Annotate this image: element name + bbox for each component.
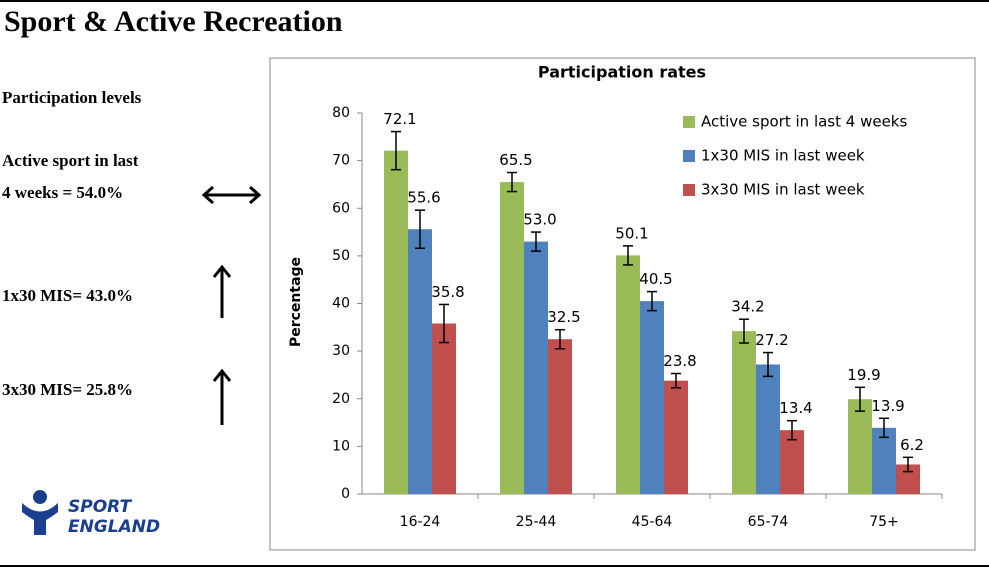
- legend-label: Active sport in last 4 weeks: [701, 113, 907, 131]
- y-tick-label: 80: [332, 105, 350, 121]
- bar: [872, 427, 896, 494]
- data-label: 23.8: [663, 352, 696, 370]
- logo-icon: [33, 490, 47, 504]
- bar: [640, 301, 664, 494]
- sidebar-item: 1x30 MIS= 43.0%: [2, 286, 133, 305]
- y-tick-label: 50: [332, 248, 350, 264]
- data-label: 32.5: [547, 308, 580, 326]
- y-tick-label: 0: [341, 486, 350, 502]
- data-label: 6.2: [900, 436, 924, 454]
- bar: [756, 364, 780, 494]
- legend-label: 1x30 MIS in last week: [701, 147, 865, 165]
- bar: [664, 380, 688, 494]
- data-label: 72.1: [383, 110, 416, 128]
- error-bar: [763, 351, 773, 378]
- y-tick-label: 10: [332, 438, 350, 454]
- data-label: 34.2: [731, 298, 764, 316]
- double-arrow: [201, 185, 262, 205]
- chart-title: Participation rates: [538, 63, 706, 82]
- error-bar: [531, 231, 541, 252]
- bar: [408, 229, 432, 494]
- data-label: 65.5: [499, 151, 532, 169]
- bar: [384, 150, 408, 494]
- error-bar: [623, 245, 633, 266]
- sidebar-item: Active sport in last: [2, 151, 139, 170]
- x-tick-label: 65-74: [748, 514, 789, 530]
- error-bar: [787, 419, 797, 441]
- data-label: 55.6: [407, 189, 440, 207]
- slide-title: Sport & Active Recreation: [4, 5, 343, 38]
- data-label: 50.1: [615, 224, 648, 242]
- error-bar: [439, 303, 449, 344]
- error-bar: [391, 130, 401, 171]
- logo: SPORT ENGLAND: [22, 490, 160, 537]
- error-bar: [879, 417, 889, 439]
- error-bar: [903, 456, 913, 473]
- y-tick-label: 60: [332, 200, 350, 216]
- error-bar: [739, 318, 749, 344]
- y-tick-label: 30: [332, 343, 350, 359]
- error-bar: [647, 290, 657, 312]
- legend-swatch: [683, 184, 695, 196]
- y-axis-label: Percentage: [288, 257, 304, 347]
- arrows: [201, 185, 262, 425]
- bar: [548, 339, 572, 494]
- legend-swatch: [683, 150, 695, 162]
- up-arrow: [212, 264, 232, 318]
- bar: [432, 323, 456, 494]
- y-tick-label: 20: [332, 391, 350, 407]
- x-tick-label: 25-44: [516, 514, 557, 530]
- x-tick-label: 45-64: [632, 514, 673, 530]
- x-tick-label: 16-24: [400, 514, 441, 530]
- data-label: 13.9: [871, 397, 904, 415]
- logo-icon: [22, 503, 58, 535]
- data-label: 35.8: [431, 283, 464, 301]
- bar: [780, 430, 804, 494]
- y-tick-label: 40: [332, 296, 350, 312]
- data-label: 40.5: [639, 270, 672, 288]
- sidebar-heading: Participation levels: [2, 88, 142, 107]
- bar: [524, 241, 548, 494]
- bar: [848, 399, 872, 494]
- sidebar-item: 3x30 MIS= 25.8%: [2, 380, 133, 399]
- legend-label: 3x30 MIS in last week: [701, 181, 865, 199]
- error-bar: [855, 386, 865, 412]
- error-bar: [671, 372, 681, 389]
- error-bar: [415, 209, 425, 250]
- data-label: 13.4: [779, 399, 812, 417]
- y-tick-label: 70: [332, 153, 350, 169]
- data-label: 19.9: [847, 366, 880, 384]
- logo-text: ENGLAND: [68, 517, 160, 537]
- bar: [616, 255, 640, 494]
- error-bar: [507, 171, 517, 193]
- bar: [732, 331, 756, 494]
- logo-text: SPORT: [68, 497, 132, 517]
- up-arrow: [212, 368, 232, 425]
- bar: [500, 182, 524, 494]
- data-label: 53.0: [523, 211, 556, 229]
- error-bar: [555, 328, 565, 350]
- x-tick-label: 75+: [869, 514, 899, 530]
- legend-swatch: [683, 116, 695, 128]
- data-label: 27.2: [755, 331, 788, 349]
- sidebar-item: 4 weeks = 54.0%: [2, 183, 123, 202]
